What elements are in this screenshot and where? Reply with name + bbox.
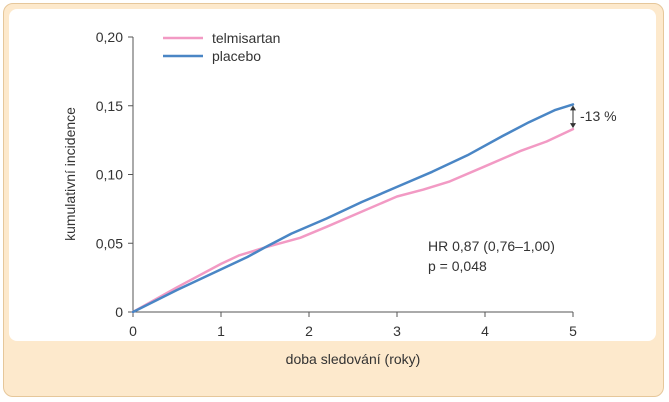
y-tick-label: 0,05 xyxy=(96,235,123,251)
x-tick-label: 1 xyxy=(217,323,225,339)
x-tick-label: 3 xyxy=(393,323,401,339)
x-ticks-group: 0 1 2 3 4 5 xyxy=(129,312,577,339)
y-tick-label: 0,15 xyxy=(96,98,123,114)
y-axis-label: kumulativní incidence xyxy=(62,107,78,241)
x-tick-label: 0 xyxy=(129,323,137,339)
x-axis-label: doba sledování (roky) xyxy=(286,351,421,367)
legend-label-placebo: placebo xyxy=(212,48,261,64)
axes-group xyxy=(132,37,573,313)
y-tick-label: 0 xyxy=(115,304,123,320)
y-tick-label: 0,20 xyxy=(96,29,123,45)
chart-panel xyxy=(9,9,656,341)
reduction-label: -13 % xyxy=(580,108,617,124)
x-tick-label: 5 xyxy=(569,323,577,339)
reduction-arrow-up xyxy=(570,105,576,111)
figure-frame xyxy=(3,3,664,397)
p-value-text: p = 0,048 xyxy=(428,258,487,274)
x-tick-label: 2 xyxy=(305,323,313,339)
legend-label-telmisartan: telmisartan xyxy=(212,30,280,46)
series-group xyxy=(131,103,575,314)
hazard-ratio-text: HR 0,87 (0,76–1,00) xyxy=(428,238,555,254)
y-ticks-group: 0 0,05 0,10 0,15 0,20 xyxy=(96,29,133,320)
legend: telmisartan placebo xyxy=(163,30,280,64)
x-tick-label: 4 xyxy=(481,323,489,339)
reduction-annotation: -13 % xyxy=(570,105,617,129)
y-tick-label: 0,10 xyxy=(96,167,123,183)
series-line-telmisartan xyxy=(131,127,575,314)
series-line-placebo xyxy=(131,103,575,314)
reduction-arrow-down xyxy=(570,123,576,129)
